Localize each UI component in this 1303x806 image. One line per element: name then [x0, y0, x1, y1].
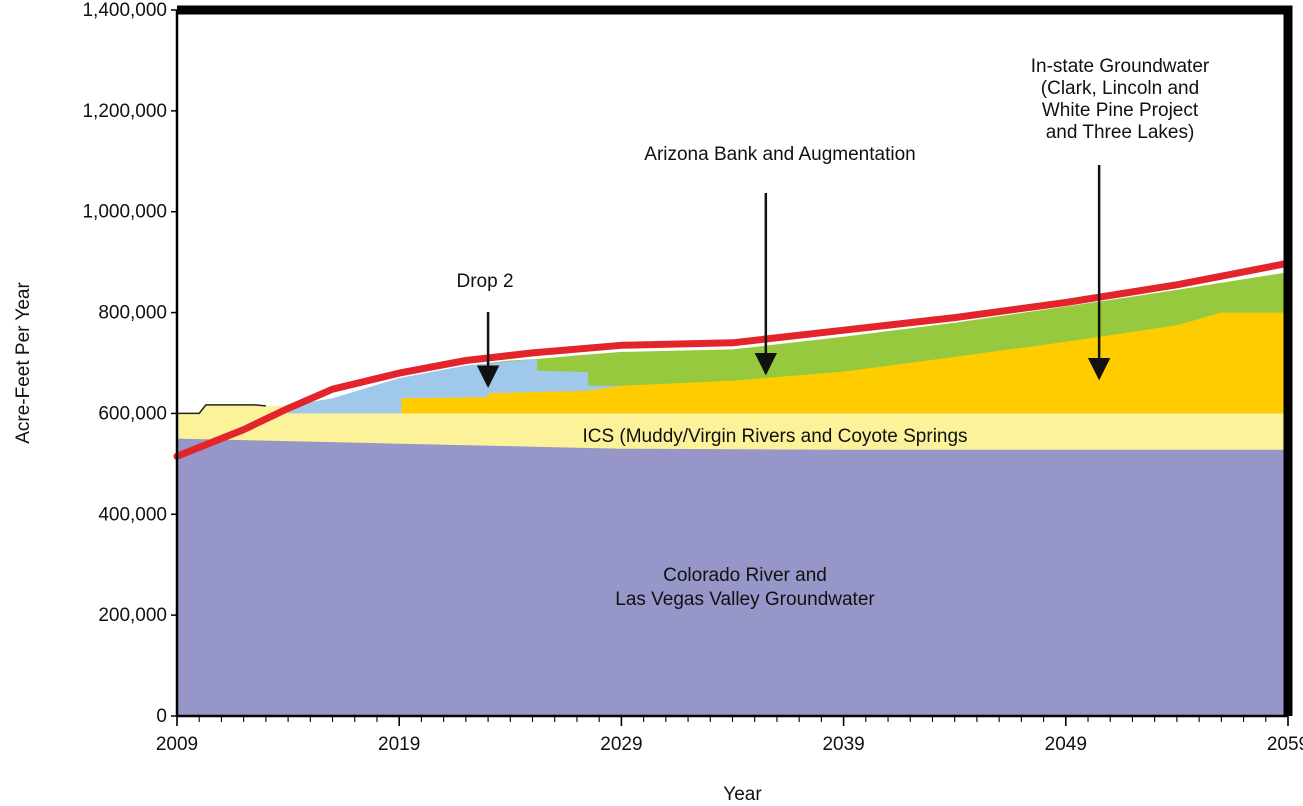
x-tick-label: 2039 [822, 734, 864, 755]
y-tick-label: 800,000 [98, 303, 167, 324]
x-tick-label: 2049 [1045, 734, 1087, 755]
axes-layer: 0 200,000 400,000 600,000 800,000 1,000,000 1,… [82, 0, 1303, 755]
demand-line [173, 259, 1292, 460]
annotation-layer: Drop 2 Arizona Bank and Augmentation In-st… [456, 56, 1209, 610]
plot-frame-layer [177, 5, 1293, 716]
annotation-colorado: Colorado River and Las Vegas Valley Groun… [615, 565, 875, 610]
annotation-line: ICS (Muddy/Virgin Rivers and Coyote Spri… [582, 426, 967, 447]
y-tick-label: 1,200,000 [82, 101, 167, 122]
annotation-line: In-state Groundwater [1031, 56, 1210, 77]
ics-step-outline [177, 404, 266, 415]
annotation-drop2: Drop 2 [456, 271, 513, 292]
annotation-ics: ICS (Muddy/Virgin Rivers and Coyote Spri… [582, 426, 967, 447]
x-axis-title: Year [723, 784, 762, 805]
y-tick-label: 200,000 [98, 605, 167, 626]
x-tick-label: 2019 [378, 734, 420, 755]
y-tick-label: 1,000,000 [82, 202, 167, 223]
annotation-line: Colorado River and [663, 565, 827, 586]
area-instate-groundwater [401, 312, 1288, 414]
y-axis-title: Acre-Feet Per Year [13, 282, 34, 444]
annotation-line: (Clark, Lincoln and [1041, 78, 1199, 99]
y-tick-label: 400,000 [98, 504, 167, 525]
annotation-line: and Three Lakes) [1046, 122, 1195, 143]
y-tick-label: 600,000 [98, 403, 167, 424]
annotation-arizona: Arizona Bank and Augmentation [644, 144, 915, 165]
area-layer [173, 259, 1292, 716]
y-tick-label: 1,400,000 [82, 0, 167, 21]
y-tick-label: 0 [156, 706, 167, 727]
x-tick-label: 2009 [156, 734, 198, 755]
annotation-instate: In-state Groundwater (Clark, Lincoln and W… [1031, 56, 1210, 143]
annotation-line: Las Vegas Valley Groundwater [615, 589, 875, 610]
x-tick-label: 2059 [1267, 734, 1303, 755]
area-colorado-river [177, 438, 1288, 716]
annotation-line: Arizona Bank and Augmentation [644, 144, 915, 165]
plot-frame [177, 5, 1293, 716]
annotation-line: White Pine Project [1042, 100, 1199, 121]
annotation-line: Drop 2 [456, 271, 513, 292]
x-tick-label: 2029 [600, 734, 642, 755]
